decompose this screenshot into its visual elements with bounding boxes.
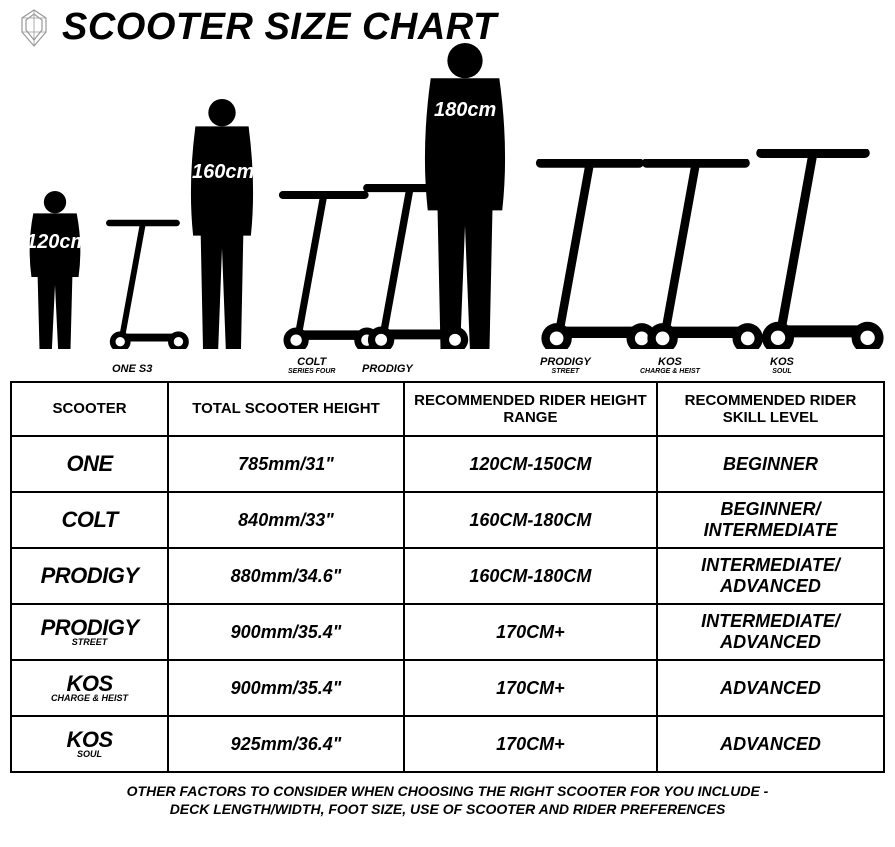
scooter-silhouette bbox=[358, 184, 474, 349]
cell-total-height: 840mm/33" bbox=[168, 492, 404, 548]
cell-rider-range: 160CM-180CM bbox=[404, 492, 657, 548]
table-row: PRODIGYSTREET 900mm/35.4" 170CM+ INTERME… bbox=[11, 604, 884, 660]
table-row: ONE 785mm/31" 120CM-150CM BEGINNER bbox=[11, 436, 884, 492]
cell-total-height: 880mm/34.6" bbox=[168, 548, 404, 604]
person-silhouette bbox=[24, 189, 86, 349]
cell-skill-level: INTERMEDIATE/ ADVANCED bbox=[657, 604, 884, 660]
table-row: COLT 840mm/33" 160CM-180CM BEGINNER/ INT… bbox=[11, 492, 884, 548]
cell-total-height: 900mm/35.4" bbox=[168, 604, 404, 660]
table-row: PRODIGY 880mm/34.6" 160CM-180CM INTERMED… bbox=[11, 548, 884, 604]
cell-rider-range: 160CM-180CM bbox=[404, 548, 657, 604]
person-height-label: 180cm bbox=[434, 99, 496, 122]
cell-rider-range: 170CM+ bbox=[404, 604, 657, 660]
cell-skill-level: INTERMEDIATE/ ADVANCED bbox=[657, 548, 884, 604]
table-row: KOSCHARGE & HEIST 900mm/35.4" 170CM+ ADV… bbox=[11, 660, 884, 716]
cell-scooter-name: PRODIGY bbox=[11, 548, 168, 604]
scooter-model-label: KOSSOUL bbox=[770, 357, 794, 375]
cell-total-height: 785mm/31" bbox=[168, 436, 404, 492]
scooter-model-label: PRODIGYSTREET bbox=[540, 357, 591, 375]
col-rider-range: RECOMMENDED RIDER HEIGHT RANGE bbox=[404, 382, 657, 436]
page: SCOOTER SIZE CHART 120cm 160cm 180cm ONE… bbox=[0, 0, 895, 828]
size-table: SCOOTER TOTAL SCOOTER HEIGHT RECOMMENDED… bbox=[10, 381, 885, 773]
table-row: KOSSOUL 925mm/36.4" 170CM+ ADVANCED bbox=[11, 716, 884, 772]
person-height-label: 120cm bbox=[26, 231, 88, 254]
cell-skill-level: BEGINNER bbox=[657, 436, 884, 492]
cell-scooter-name: PRODIGYSTREET bbox=[11, 604, 168, 660]
cell-skill-level: ADVANCED bbox=[657, 716, 884, 772]
person-silhouette bbox=[184, 97, 260, 349]
col-skill: RECOMMENDED RIDER SKILL LEVEL bbox=[657, 382, 884, 436]
footer-line-1: OTHER FACTORS TO CONSIDER WHEN CHOOSING … bbox=[127, 783, 769, 799]
scooter-model-label: PRODIGY bbox=[362, 364, 413, 375]
brand-logo-icon bbox=[14, 8, 54, 48]
cell-total-height: 925mm/36.4" bbox=[168, 716, 404, 772]
table-header-row: SCOOTER TOTAL SCOOTER HEIGHT RECOMMENDED… bbox=[11, 382, 884, 436]
col-height: TOTAL SCOOTER HEIGHT bbox=[168, 382, 404, 436]
scooter-model-label: ONE S3 bbox=[112, 364, 152, 375]
cell-skill-level: ADVANCED bbox=[657, 660, 884, 716]
footer-note: OTHER FACTORS TO CONSIDER WHEN CHOOSING … bbox=[10, 783, 885, 818]
cell-scooter-name: COLT bbox=[11, 492, 168, 548]
cell-rider-range: 120CM-150CM bbox=[404, 436, 657, 492]
scooter-model-label: COLTSERIES FOUR bbox=[288, 357, 335, 375]
cell-total-height: 900mm/35.4" bbox=[168, 660, 404, 716]
cell-skill-level: BEGINNER/ INTERMEDIATE bbox=[657, 492, 884, 548]
scooter-silhouette bbox=[750, 149, 890, 349]
footer-line-2: DECK LENGTH/WIDTH, FOOT SIZE, USE OF SCO… bbox=[170, 801, 726, 817]
person-height-label: 160cm bbox=[192, 161, 254, 184]
illustration-row: 120cm 160cm 180cm ONE S3 COLTSERIES FOUR… bbox=[10, 45, 885, 375]
cell-rider-range: 170CM+ bbox=[404, 660, 657, 716]
scooter-model-label: KOSCHARGE & HEIST bbox=[640, 357, 700, 375]
cell-scooter-name: ONE bbox=[11, 436, 168, 492]
col-scooter: SCOOTER bbox=[11, 382, 168, 436]
scooter-silhouette bbox=[102, 219, 193, 349]
cell-scooter-name: KOSSOUL bbox=[11, 716, 168, 772]
cell-scooter-name: KOSCHARGE & HEIST bbox=[11, 660, 168, 716]
cell-rider-range: 170CM+ bbox=[404, 716, 657, 772]
